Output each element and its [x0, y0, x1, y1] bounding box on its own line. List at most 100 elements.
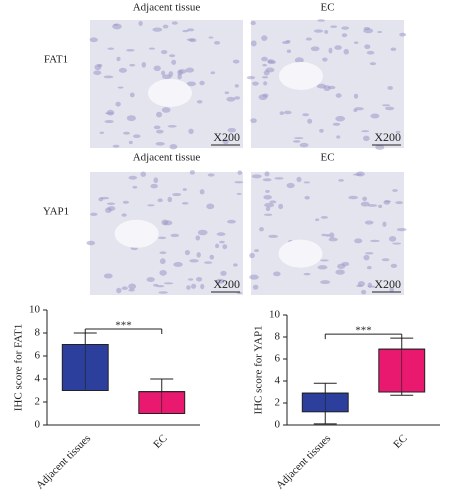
lumen: [278, 239, 323, 268]
cell: [89, 37, 98, 43]
cell: [303, 181, 311, 184]
cell: [293, 137, 304, 140]
cell: [341, 261, 350, 267]
cell: [246, 76, 256, 80]
cell: [196, 252, 201, 258]
cell: [169, 144, 178, 150]
column-label: Adjacent tissue: [133, 2, 201, 14]
cell: [328, 237, 338, 242]
cell: [378, 204, 383, 209]
cell: [215, 278, 225, 284]
cell: [367, 282, 373, 288]
cell: [234, 96, 241, 100]
cell: [338, 179, 344, 182]
cell: [341, 33, 348, 38]
cell: [121, 286, 128, 291]
cell: [250, 40, 257, 47]
cell: [375, 144, 385, 150]
cell: [316, 83, 327, 89]
cell: [366, 265, 372, 270]
column-label: EC: [320, 152, 334, 164]
cell: [93, 70, 102, 76]
cell: [170, 233, 180, 238]
cell: [161, 107, 171, 113]
cell: [254, 249, 259, 253]
cell: [148, 47, 156, 50]
x-tick-label: Adjacent tissues: [34, 432, 93, 491]
cell: [171, 59, 177, 65]
cell: [269, 200, 277, 204]
cell: [286, 49, 292, 53]
cell: [158, 236, 167, 240]
cell: [156, 285, 165, 288]
cell: [363, 28, 374, 34]
cell: [370, 113, 380, 119]
cell: [381, 258, 390, 262]
cell: [296, 176, 302, 183]
cell: [364, 44, 371, 50]
cell: [251, 174, 262, 179]
scale-label: X200: [374, 130, 401, 144]
cell: [267, 59, 275, 65]
cell: [104, 120, 114, 124]
cell: [334, 45, 342, 50]
cell: [191, 283, 197, 289]
cell: [325, 234, 330, 237]
cell: [259, 227, 264, 232]
cell: [317, 265, 328, 270]
cell: [319, 128, 324, 133]
cell: [385, 106, 395, 111]
cell: [392, 242, 402, 245]
cell: [162, 74, 172, 80]
x-tick-label: EC: [391, 432, 409, 450]
cell: [90, 212, 98, 217]
cell: [209, 254, 215, 260]
cell: [226, 96, 236, 102]
cell: [128, 283, 137, 290]
cell: [161, 70, 166, 76]
y-tick-label: 8: [275, 331, 281, 343]
cell: [150, 183, 158, 189]
cell: [305, 37, 312, 41]
cell: [129, 92, 135, 98]
cell: [273, 271, 281, 277]
cell: [126, 115, 136, 122]
cell: [128, 140, 133, 145]
y-tick-label: 6: [275, 353, 281, 365]
cell: [169, 54, 176, 58]
scale-label: X200: [213, 277, 240, 291]
cell: [354, 107, 364, 111]
cell: [328, 47, 333, 54]
cell: [153, 177, 159, 184]
cell: [200, 283, 205, 290]
cell: [147, 204, 155, 207]
cell: [369, 239, 380, 243]
cell: [185, 67, 195, 73]
cell: [237, 170, 243, 175]
cell: [390, 47, 397, 52]
cell: [303, 272, 311, 276]
cell: [163, 282, 174, 285]
y-tick-label: 2: [35, 396, 41, 408]
cell: [395, 130, 401, 133]
cell: [182, 29, 189, 33]
cell: [118, 67, 127, 73]
cell: [322, 57, 328, 62]
cell: [234, 84, 239, 88]
cell: [320, 280, 331, 285]
cell: [264, 171, 270, 177]
cell: [268, 234, 279, 238]
y-tick-label: 4: [275, 375, 281, 387]
cell: [388, 235, 397, 242]
cell: [341, 26, 350, 30]
lumen: [278, 61, 323, 90]
cell: [167, 196, 173, 203]
cell: [399, 32, 407, 37]
cell: [286, 182, 295, 189]
cell: [189, 170, 195, 175]
x-tick-label: EC: [151, 432, 169, 450]
cell: [220, 270, 227, 276]
cell: [315, 218, 320, 222]
cell: [382, 221, 387, 227]
